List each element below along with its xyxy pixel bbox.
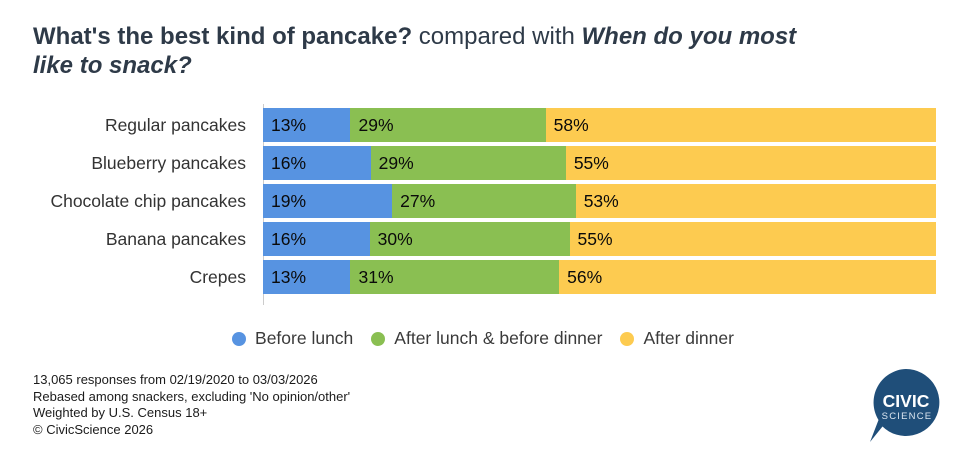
bar-segment-value: 31% [358, 266, 394, 287]
logo-text-science: SCIENCE [882, 411, 933, 422]
legend-label: Before lunch [255, 328, 354, 348]
title-connector: compared with [412, 23, 582, 50]
category-label: Crepes [189, 267, 246, 287]
footnote-copyright: © CivicScience 2026 [33, 421, 154, 437]
chart-row: Crepes 13% 31% 56% [0, 260, 936, 294]
chart-title: What's the best kind of pancake? compare… [33, 22, 833, 80]
legend-item: After lunch & before dinner [371, 328, 602, 349]
bar-segment-value: 56% [567, 266, 603, 287]
stacked-bar-chart: Regular pancakes 13% 29% 58% Blueberry panca… [0, 108, 936, 298]
bar-segment: 29% [350, 108, 546, 142]
legend-item: After dinner [620, 328, 734, 349]
bar-segment: 56% [559, 260, 936, 294]
legend-item: Before lunch [232, 328, 353, 349]
bar-segment-value: 53% [583, 190, 619, 211]
bar-segment: 58% [545, 108, 936, 142]
bar-segment-value: 29% [358, 114, 394, 135]
speech-bubble-icon [870, 369, 940, 442]
bar-segment-value: 16% [271, 228, 307, 249]
footnote-weighted: Weighted by U.S. Census 18+ [33, 405, 208, 420]
bar-segment: 16% [263, 146, 371, 180]
bar-segment-value: 13% [271, 114, 307, 135]
bar-segment: 53% [575, 184, 936, 218]
category-label: Blueberry pancakes [91, 153, 246, 173]
bar-segment: 19% [263, 184, 393, 218]
bar-segment-value: 30% [377, 228, 413, 249]
chart-row: Chocolate chip pancakes 19% 27% 53% [0, 184, 936, 218]
chart-row: Banana pancakes 16% 30% 55% [0, 222, 936, 256]
bar-segment: 55% [565, 146, 936, 180]
bar-stack: 16% 29% 55% [263, 146, 936, 180]
logo-text-civic: CIVIC [883, 391, 930, 411]
footnote-rebased: Rebased among snackers, excluding 'No op… [33, 388, 351, 404]
bar-segment: 31% [350, 260, 560, 294]
bar-segment-value: 29% [378, 152, 414, 173]
bar-stack: 13% 29% 58% [263, 108, 936, 142]
title-question-1: What's the best kind of pancake? [33, 23, 413, 50]
bar-segment: 30% [369, 222, 570, 256]
bar-segment: 13% [263, 260, 351, 294]
bar-segment: 16% [263, 222, 370, 256]
bar-segment: 55% [569, 222, 936, 256]
bar-stack: 16% 30% 55% [263, 222, 936, 256]
bar-segment-value: 55% [573, 152, 609, 173]
bar-segment-value: 13% [271, 266, 307, 287]
category-label: Banana pancakes [105, 229, 246, 249]
chart-footnotes: 13,065 responses from 02/19/2020 to 03/0… [33, 372, 350, 438]
chart-legend: Before lunch After lunch & before dinner A… [0, 328, 966, 349]
legend-dot-icon [371, 331, 386, 346]
legend-dot-icon [620, 331, 635, 346]
bar-segment: 29% [370, 146, 566, 180]
bar-segment: 27% [392, 184, 576, 218]
bar-segment-value: 19% [271, 190, 307, 211]
civicscience-logo: CIVIC SCIENCE [870, 369, 940, 442]
chart-row: Blueberry pancakes 16% 29% 55% [0, 146, 936, 180]
bar-segment: 13% [263, 108, 351, 142]
chart-row: Regular pancakes 13% 29% 58% [0, 108, 936, 142]
bar-stack: 13% 31% 56% [263, 260, 936, 294]
category-label: Chocolate chip pancakes [50, 191, 246, 211]
category-label: Regular pancakes [104, 115, 246, 135]
bar-segment-value: 58% [553, 114, 589, 135]
legend-label: After dinner [643, 328, 734, 348]
legend-dot-icon [232, 331, 247, 346]
legend-label: After lunch & before dinner [394, 328, 603, 348]
bar-segment-value: 27% [400, 190, 436, 211]
title-question-2: When do you most like to snack? [33, 23, 797, 79]
bar-segment-value: 16% [271, 152, 307, 173]
bar-stack: 19% 27% 53% [263, 184, 936, 218]
bar-segment-value: 55% [577, 228, 613, 249]
footnote-responses: 13,065 responses from 02/19/2020 to 03/0… [33, 372, 318, 387]
